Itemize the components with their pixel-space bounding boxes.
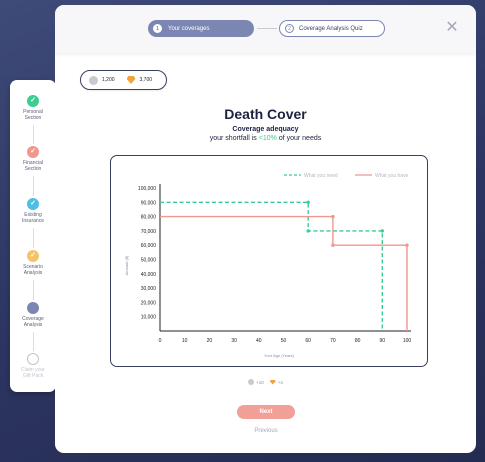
step-circle-current [27, 302, 39, 314]
data-point [331, 243, 335, 247]
reward-gems: +4 [277, 379, 283, 385]
step-connector [32, 176, 34, 196]
shortfall-prefix: your shortfall is [209, 135, 259, 142]
sidebar-step-1[interactable]: ✓ Personal Section [10, 95, 56, 121]
x-tick-label: 40 [256, 338, 262, 344]
page-subtitle: Coverage adequacy [232, 126, 299, 133]
step-circle-empty [27, 353, 39, 365]
sidebar-step-label: Claim your Gift Pack [21, 367, 45, 379]
shortfall-text: your shortfall is <10% of your needs [55, 135, 476, 142]
coverage-modal: 1 Your coverages 2 Coverage Analysis Qui… [55, 5, 476, 453]
sidebar-step-5[interactable]: Coverage Analysis [10, 302, 56, 328]
progress-sidebar: ✓ Personal Section ✓ Financial Section ✓ Exis… [10, 80, 56, 392]
next-button[interactable]: Next [237, 405, 295, 419]
gem-count: 3,700 [139, 77, 153, 83]
step-number-badge: 1 [153, 24, 162, 33]
y-axis-label: Amount ($) [124, 255, 129, 275]
sidebar-step-label: Scenario Analysis [23, 264, 43, 276]
x-tick-label: 0 [159, 338, 162, 344]
y-tick-label: 10,000 [141, 315, 157, 321]
sidebar-step-2[interactable]: ✓ Financial Section [10, 146, 56, 172]
step-connector [32, 280, 34, 300]
x-axis-label: Your Age (Years) [264, 353, 295, 358]
legend-label: What you need [304, 173, 338, 179]
sidebar-step-label: Existing Insurance [22, 212, 44, 224]
data-point [405, 243, 409, 247]
rewards-row: +10 +4 [55, 379, 476, 385]
x-tick-label: 50 [281, 338, 287, 344]
modal-header: 1 Your coverages 2 Coverage Analysis Qui… [55, 5, 476, 53]
x-tick-label: 60 [305, 338, 311, 344]
tab-your-coverages[interactable]: 1 Your coverages [148, 20, 254, 37]
sidebar-step-label: Personal Section [23, 109, 43, 121]
y-tick-label: 30,000 [141, 286, 157, 292]
x-tick-label: 30 [231, 338, 237, 344]
sidebar-step-3[interactable]: ✓ Existing Insurance [10, 198, 56, 224]
have-series-line [160, 215, 408, 331]
sidebar-step-label: Coverage Analysis [22, 316, 44, 328]
coin-icon [248, 379, 255, 385]
sidebar-step-4[interactable]: ✓ Scenario Analysis [10, 250, 56, 276]
x-tick-label: 80 [355, 338, 361, 344]
data-point [380, 229, 384, 233]
y-tick-label: 20,000 [141, 300, 157, 306]
check-icon: ✓ [27, 250, 39, 262]
x-tick-label: 20 [207, 338, 213, 344]
check-icon: ✓ [27, 95, 39, 107]
tab-label: Your coverages [168, 25, 210, 32]
sidebar-step-label: Financial Section [22, 160, 43, 172]
y-tick-label: 80,000 [141, 215, 157, 221]
y-tick-label: 40,000 [141, 272, 157, 278]
tab-label: Coverage Analysis Quiz [299, 25, 363, 32]
page-title: Death Cover [224, 106, 307, 122]
gem-icon [126, 76, 136, 84]
tab-connector [257, 28, 277, 29]
step-connector [32, 125, 34, 144]
previous-link[interactable]: Previous [254, 428, 278, 434]
y-tick-label: 90,000 [141, 200, 157, 206]
tab-coverage-analysis-quiz[interactable]: 2 Coverage Analysis Quiz [279, 20, 385, 37]
check-icon: ✓ [27, 146, 39, 158]
coin-count: 1,200 [102, 77, 115, 83]
gem-icon [269, 379, 276, 385]
x-tick-label: 70 [330, 338, 336, 344]
x-tick-label: 100 [403, 338, 412, 344]
y-tick-label: 60,000 [141, 243, 157, 249]
sidebar-step-6[interactable]: Claim your Gift Pack [10, 353, 56, 379]
step-number-badge: 2 [285, 24, 294, 33]
data-point [306, 200, 310, 204]
data-point [306, 229, 310, 233]
close-icon[interactable]: ✕ [445, 19, 459, 36]
check-icon: ✓ [27, 198, 39, 210]
legend-label: What you have [375, 173, 409, 179]
points-badge: 1,200 3,700 [80, 70, 167, 90]
need-series-line [160, 201, 383, 331]
data-point [331, 214, 335, 219]
shortfall-suffix: of your needs [276, 135, 322, 142]
step-connector [32, 332, 34, 351]
step-connector [32, 228, 34, 248]
coverage-chart: 10,000 20,000 30,000 40,000 50,000 60,000 70,0… [110, 155, 428, 367]
x-tick-label: 10 [182, 338, 188, 344]
x-tick-label: 90 [380, 338, 386, 344]
chart-svg: 10,000 20,000 30,000 40,000 50,000 60,000 70,0… [124, 173, 412, 358]
reward-coins: +10 [256, 379, 264, 385]
coin-icon [89, 75, 98, 85]
y-tick-label: 50,000 [141, 258, 157, 264]
y-tick-label: 100,000 [138, 186, 156, 192]
shortfall-value: <10% [258, 135, 277, 142]
y-tick-label: 70,000 [141, 229, 157, 235]
